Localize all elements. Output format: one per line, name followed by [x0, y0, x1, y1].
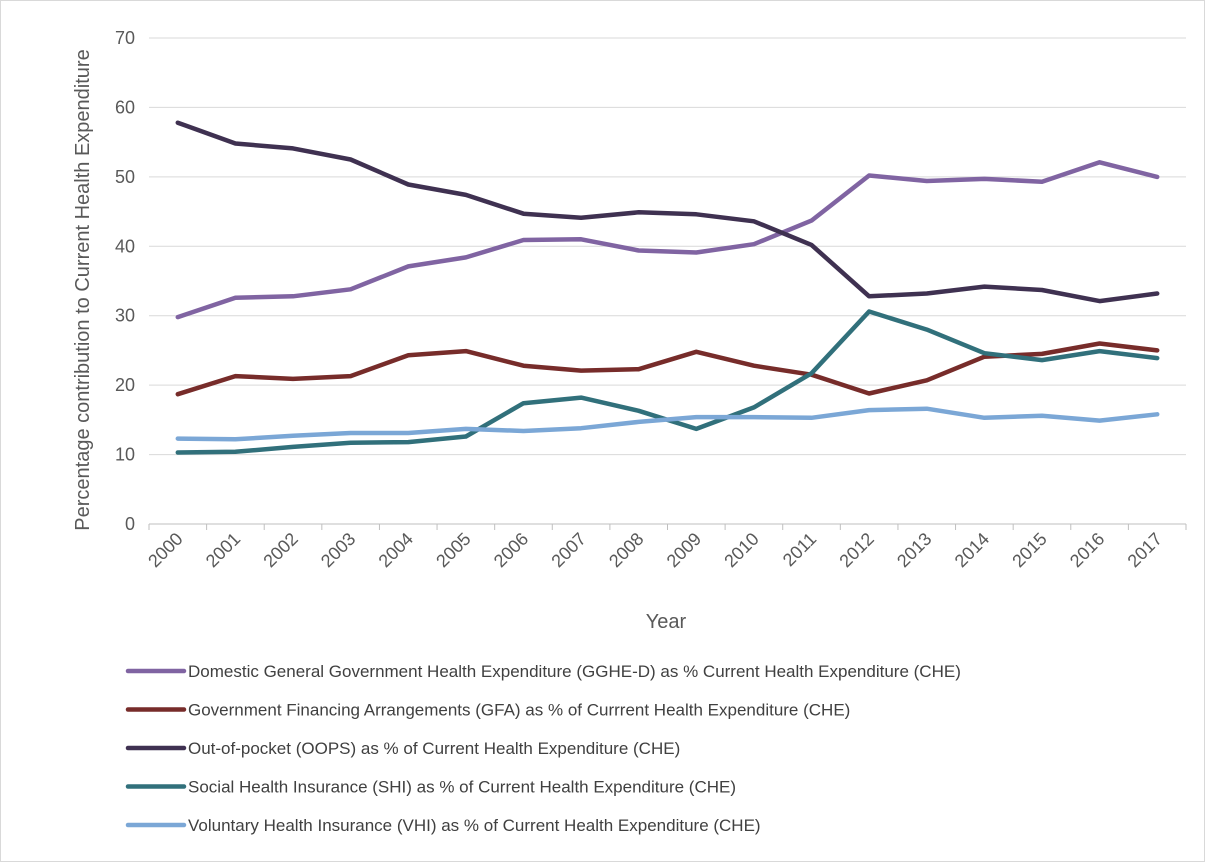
- x-tick-label: 2012: [836, 529, 878, 571]
- x-tick-label: 2016: [1066, 529, 1108, 571]
- legend-label: Social Health Insurance (SHI) as % of Cu…: [188, 778, 736, 797]
- x-tick-label: 2010: [720, 529, 762, 571]
- series-line-5: [175, 406, 1160, 442]
- x-tick-label: 2002: [259, 529, 301, 571]
- series-line-4: [175, 309, 1160, 455]
- legend-item: Government Financing Arrangements (GFA) …: [125, 701, 850, 720]
- legend-label: Voluntary Health Insurance (VHI) as % of…: [188, 816, 761, 835]
- legend-item: Domestic General Government Health Expen…: [125, 662, 961, 681]
- legend: Domestic General Government Health Expen…: [125, 662, 961, 835]
- legend-item: Voluntary Health Insurance (VHI) as % of…: [125, 816, 761, 835]
- x-tick-label: 2003: [317, 529, 359, 571]
- y-tick-label: 70: [115, 28, 135, 48]
- legend-label: Domestic General Government Health Expen…: [188, 662, 961, 681]
- x-tick-label: 2007: [547, 529, 589, 571]
- x-tick-label: 2009: [663, 529, 705, 571]
- x-tick-label: 2001: [202, 529, 244, 571]
- y-tick-label: 60: [115, 97, 135, 117]
- series-line-3: [175, 120, 1160, 304]
- x-tick-label: 2000: [144, 529, 186, 571]
- x-tick-label: 2005: [432, 529, 474, 571]
- y-tick-label: 10: [115, 445, 135, 465]
- x-tick-label: 2008: [605, 529, 647, 571]
- y-tick-label: 50: [115, 167, 135, 187]
- x-tick-label: 2013: [893, 529, 935, 571]
- x-tick-label: 2011: [779, 529, 821, 571]
- series-line-2: [175, 341, 1160, 397]
- legend-label: Out-of-pocket (OOPS) as % of Current Hea…: [188, 739, 680, 758]
- series-line-1: [175, 160, 1160, 320]
- y-tick-label: 20: [115, 375, 135, 395]
- y-axis-title: Percentage contribution to Current Healt…: [72, 49, 94, 530]
- axes: 0 10 20 30 40 50 60 70 2000 2001 2002 2003 2004 2005 2…: [115, 28, 1187, 571]
- series-lines: [175, 120, 1160, 455]
- x-axis-title: Year: [646, 611, 687, 633]
- gridlines: [149, 37, 1186, 456]
- legend-item: Out-of-pocket (OOPS) as % of Current Hea…: [125, 739, 680, 758]
- x-tick-label: 2017: [1124, 529, 1166, 571]
- y-tick-label: 30: [115, 306, 135, 326]
- x-tick-label: 2004: [375, 529, 417, 571]
- x-tick-label: 2014: [951, 529, 993, 571]
- legend-label: Government Financing Arrangements (GFA) …: [188, 701, 850, 720]
- x-tick-label: 2015: [1008, 529, 1050, 571]
- y-tick-label: 0: [125, 514, 135, 534]
- y-tick-label: 40: [115, 236, 135, 256]
- x-tick-label: 2006: [490, 529, 532, 571]
- legend-item: Social Health Insurance (SHI) as % of Cu…: [125, 778, 736, 797]
